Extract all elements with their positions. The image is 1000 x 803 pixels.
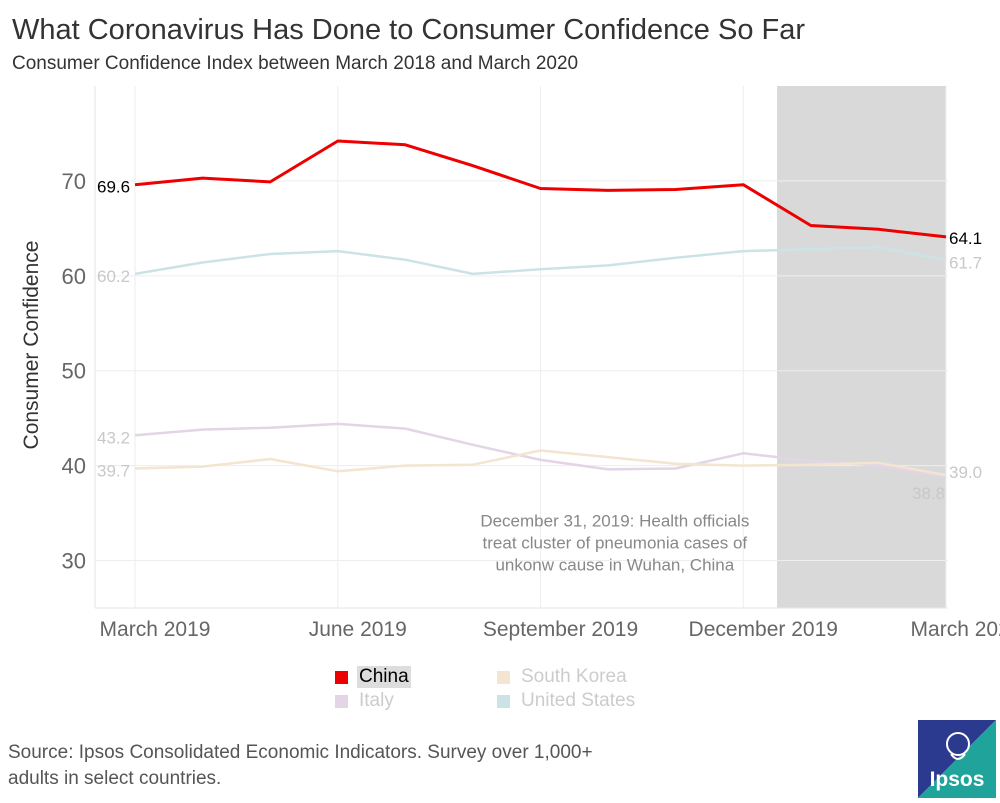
logo-wordmark: Ipsos bbox=[930, 768, 985, 791]
legend-swatch bbox=[497, 694, 510, 708]
y-tick-label: 30 bbox=[62, 549, 86, 574]
series-end-label: 64.1 bbox=[949, 229, 982, 248]
ipsos-logo: Ipsos bbox=[918, 720, 996, 798]
source-note: Source: Ipsos Consolidated Economic Indi… bbox=[8, 742, 593, 789]
legend-swatch bbox=[497, 670, 510, 684]
y-tick-label: 70 bbox=[62, 169, 86, 194]
chart-title: What Coronavirus Has Done to Consumer Co… bbox=[12, 14, 806, 46]
series-end-label: 38.8 bbox=[912, 484, 945, 503]
series-start-label: 69.6 bbox=[97, 178, 130, 197]
highlight-band bbox=[777, 86, 946, 608]
y-tick-label: 40 bbox=[62, 454, 86, 479]
x-tick-label: September 2019 bbox=[483, 618, 638, 641]
legend-label: China bbox=[357, 666, 411, 688]
legend-label: Italy bbox=[359, 690, 394, 711]
y-tick-label: 50 bbox=[62, 359, 86, 384]
series-line-china bbox=[134, 139, 947, 239]
legend-swatch bbox=[335, 694, 348, 708]
legend-item-italy[interactable]: Italy bbox=[335, 690, 396, 712]
x-tick-label: March 2019 bbox=[100, 618, 211, 641]
legend-label: United States bbox=[521, 690, 636, 711]
series-start-label: 43.2 bbox=[97, 428, 130, 447]
series-line-united-states bbox=[134, 246, 947, 276]
series-start-label: 60.2 bbox=[97, 267, 130, 286]
legend-item-south-korea[interactable]: South Korea bbox=[497, 666, 629, 688]
legend-label: South Korea bbox=[521, 666, 627, 687]
line-chart: 30 40 50 60 70 March 2019 June 2019 September 2… bbox=[20, 86, 1000, 641]
series-line-south-korea bbox=[134, 449, 947, 477]
chart-subtitle: Consumer Confidence Index between March … bbox=[12, 53, 579, 74]
legend-swatch bbox=[335, 670, 348, 684]
legend-item-china[interactable]: China bbox=[335, 666, 411, 688]
series-end-label: 39.0 bbox=[949, 463, 982, 482]
legend-item-united-states[interactable]: United States bbox=[497, 690, 637, 712]
series-end-label: 61.7 bbox=[949, 254, 982, 273]
x-tick-label: June 2019 bbox=[309, 618, 407, 641]
annotation-text-line: December 31, 2019: Health officials bbox=[480, 511, 749, 530]
y-tick-label: 60 bbox=[62, 264, 86, 289]
annotation-text-line: treat cluster of pneumonia cases of bbox=[483, 533, 748, 552]
x-tick-label: March 2020 bbox=[911, 618, 1000, 641]
legend: China South Korea Italy United States bbox=[335, 666, 755, 716]
y-axis-title: Consumer Confidence bbox=[20, 241, 43, 450]
series-start-label: 39.7 bbox=[97, 461, 130, 480]
x-tick-label: December 2019 bbox=[689, 618, 838, 641]
annotation-text-line: unkonw cause in Wuhan, China bbox=[495, 555, 734, 574]
series-line-italy bbox=[134, 422, 947, 479]
